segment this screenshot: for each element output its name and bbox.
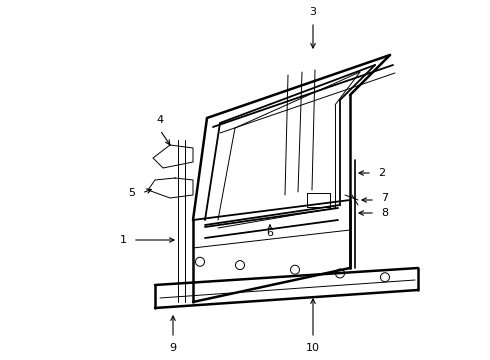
- Text: 5: 5: [128, 188, 136, 198]
- Text: 9: 9: [170, 343, 176, 353]
- Text: 10: 10: [306, 343, 320, 353]
- Text: 1: 1: [120, 235, 126, 245]
- Text: 7: 7: [381, 193, 389, 203]
- Text: 4: 4: [156, 115, 164, 125]
- Text: 3: 3: [310, 7, 317, 17]
- Text: 6: 6: [267, 228, 273, 238]
- Text: 2: 2: [378, 168, 386, 178]
- Text: 8: 8: [381, 208, 389, 218]
